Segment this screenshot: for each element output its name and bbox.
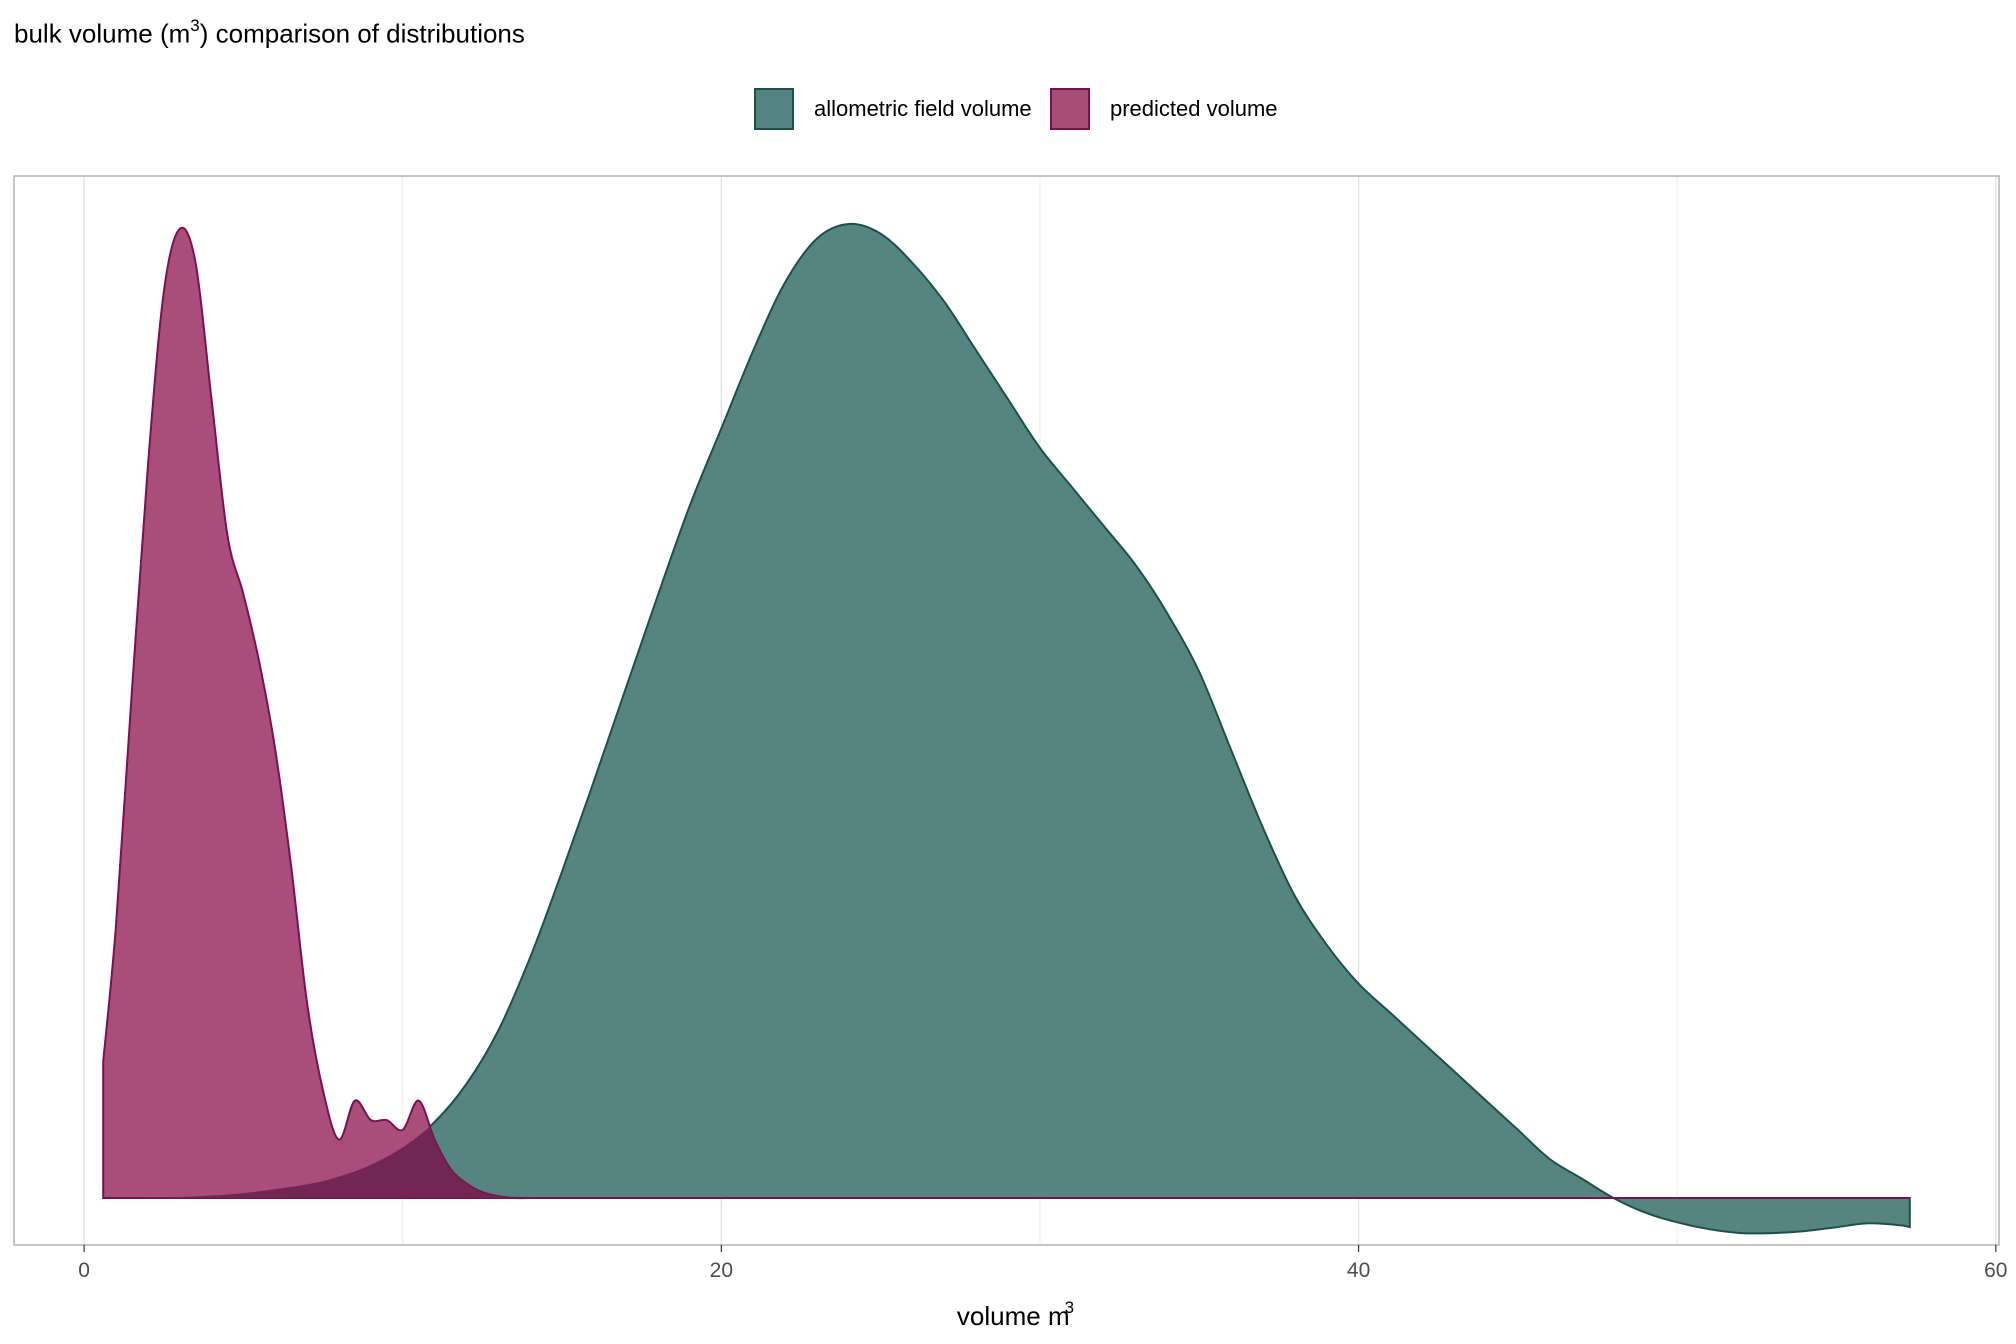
legend-key-predicted <box>1050 88 1090 130</box>
density-areas <box>102 222 1911 1235</box>
x-axis: 0 20 40 60 <box>78 1245 2007 1282</box>
legend-item-field: allometric field volume <box>754 86 1032 132</box>
density-outline-field <box>103 222 1911 1235</box>
legend-label-field: allometric field volume <box>814 96 1032 121</box>
x-tick-label-20: 20 <box>710 1259 733 1282</box>
density-area-field <box>103 223 1910 1234</box>
x-tick-label-40: 40 <box>1347 1259 1370 1282</box>
legend-key-field <box>754 88 794 130</box>
legend-label-predicted: predicted volume <box>1110 96 1278 121</box>
panel-border <box>13 175 2000 1246</box>
chart-title: bulk volume (m3) comparison of distribut… <box>14 16 525 49</box>
legend-item-predicted: predicted volume <box>1050 86 1278 132</box>
x-tick-label-0: 0 <box>78 1259 90 1282</box>
legend: allometric field volume predicted volume <box>0 86 2016 132</box>
x-axis-title: volume m3 <box>956 1298 1075 1331</box>
density-area-predicted <box>103 227 1910 1199</box>
x-tick-label-60: 60 <box>1984 1259 2007 1282</box>
